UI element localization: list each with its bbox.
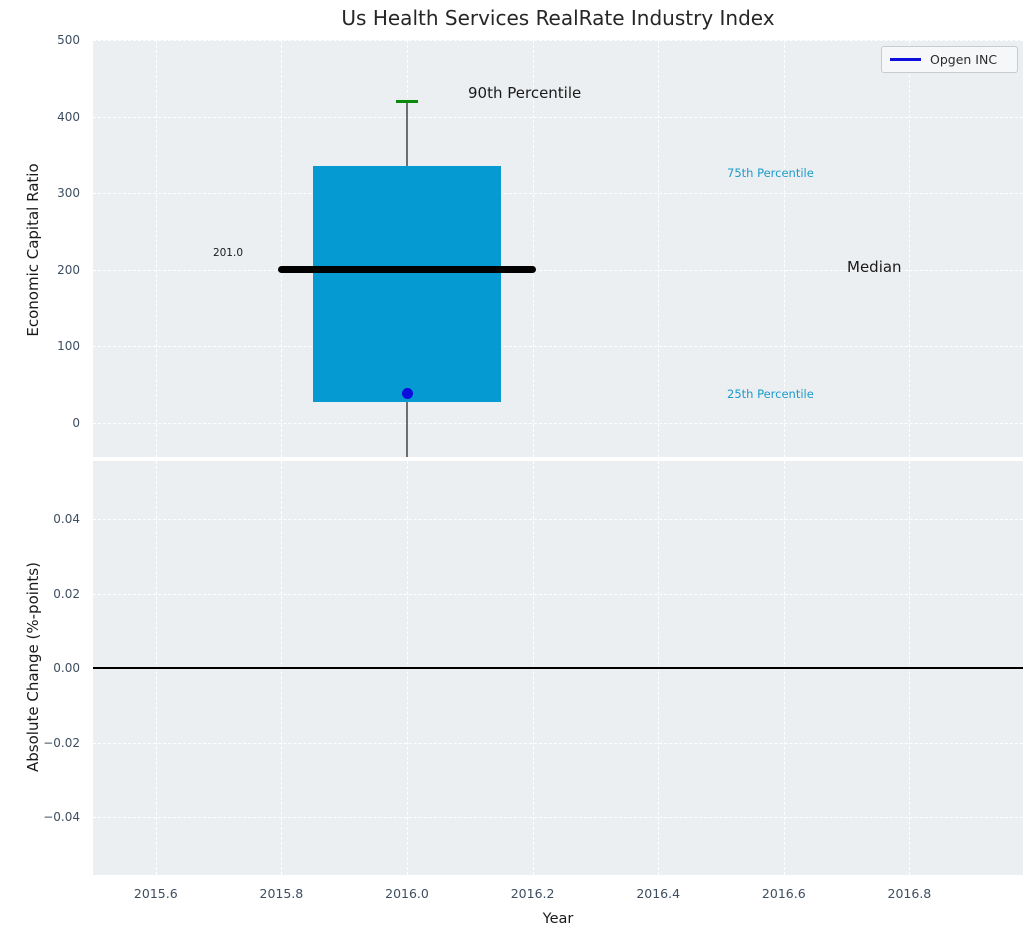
legend-box: Opgen INC bbox=[881, 46, 1018, 73]
x-tick-label: 2016.8 bbox=[887, 886, 932, 901]
gridline-horizontal bbox=[93, 742, 1023, 744]
y-tick-label: 500 bbox=[57, 33, 80, 47]
x-tick-label: 2016.4 bbox=[636, 886, 681, 901]
gridline-horizontal bbox=[93, 346, 1023, 348]
gridline-horizontal bbox=[93, 269, 1023, 271]
y-tick-label: −0.04 bbox=[43, 810, 80, 824]
y-tick-label: 400 bbox=[57, 109, 80, 124]
x-tick-label: 2016.2 bbox=[510, 886, 555, 901]
gridline-vertical bbox=[281, 40, 283, 457]
y-tick-label: 100 bbox=[57, 339, 80, 354]
chart-title: Us Health Services RealRate Industry Ind… bbox=[341, 6, 775, 30]
annotation-median-value: 201.0 bbox=[212, 247, 243, 259]
gridline-vertical bbox=[155, 40, 157, 457]
y-tick-label: 0 bbox=[72, 416, 80, 430]
y-tick-label: 300 bbox=[57, 186, 80, 201]
gridline-horizontal bbox=[93, 423, 1023, 424]
y-tick-label: 0.02 bbox=[53, 586, 80, 601]
gridline-horizontal bbox=[93, 519, 1023, 520]
gridline-horizontal bbox=[93, 593, 1023, 595]
x-tick-label: 2016.6 bbox=[761, 886, 806, 901]
y-tick-label: 200 bbox=[57, 262, 80, 277]
interquartile-box bbox=[312, 166, 502, 403]
y-tick-label: −0.02 bbox=[43, 735, 80, 750]
gridline-horizontal bbox=[93, 817, 1023, 818]
legend-entry-label: Opgen INC bbox=[930, 52, 998, 67]
y-tick-label: 0.00 bbox=[53, 661, 80, 675]
gridline-vertical bbox=[783, 40, 785, 457]
annotation-90th-percentile: 90th Percentile bbox=[468, 84, 582, 102]
opgen-inc-data-point bbox=[401, 387, 413, 399]
x-tick-label: 2016.0 bbox=[385, 886, 429, 901]
annotation-25th-percentile: 25th Percentile bbox=[727, 387, 814, 401]
90th-percentile-cap bbox=[396, 99, 418, 104]
legend-line-sample bbox=[890, 58, 921, 61]
zero-baseline bbox=[93, 667, 1023, 669]
top-subplot-area bbox=[93, 40, 1023, 457]
gridline-horizontal bbox=[93, 193, 1023, 195]
median-line bbox=[278, 265, 536, 273]
x-axis-label: Year bbox=[542, 911, 574, 927]
x-tick-label: 2015.6 bbox=[133, 886, 178, 901]
gridline-horizontal bbox=[93, 116, 1023, 118]
annotation-median: Median bbox=[847, 258, 902, 276]
gridline-horizontal bbox=[93, 40, 1023, 41]
gridline-vertical bbox=[658, 40, 660, 457]
gridline-vertical bbox=[532, 40, 534, 457]
gridline-vertical bbox=[909, 40, 911, 457]
x-tick-label: 2015.8 bbox=[259, 886, 304, 901]
annotation-75th-percentile: 75th Percentile bbox=[727, 166, 814, 180]
y-tick-label: 0.04 bbox=[53, 512, 80, 526]
